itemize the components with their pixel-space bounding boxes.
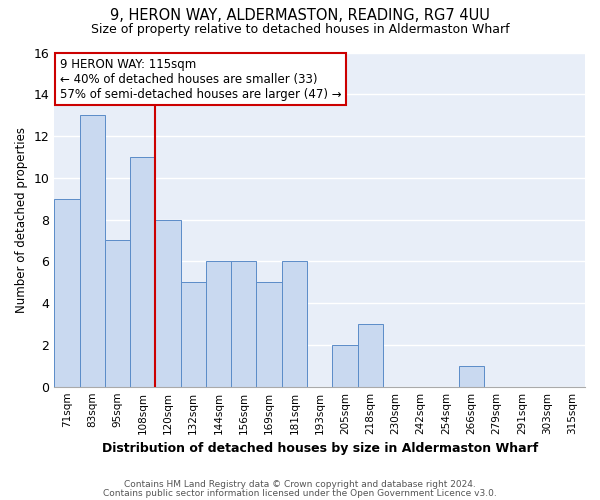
Bar [458, 366, 484, 386]
Bar [80, 115, 105, 386]
Text: 9, HERON WAY, ALDERMASTON, READING, RG7 4UU: 9, HERON WAY, ALDERMASTON, READING, RG7 … [110, 8, 490, 22]
Text: Size of property relative to detached houses in Aldermaston Wharf: Size of property relative to detached ho… [91, 22, 509, 36]
Text: Contains public sector information licensed under the Open Government Licence v3: Contains public sector information licen… [103, 488, 497, 498]
Bar [231, 262, 256, 386]
X-axis label: Distribution of detached houses by size in Aldermaston Wharf: Distribution of detached houses by size … [101, 442, 538, 455]
Bar [130, 157, 155, 386]
Bar [206, 262, 231, 386]
Bar [54, 198, 80, 386]
Bar [256, 282, 282, 387]
Bar [105, 240, 130, 386]
Y-axis label: Number of detached properties: Number of detached properties [15, 126, 28, 312]
Bar [358, 324, 383, 386]
Text: 9 HERON WAY: 115sqm
← 40% of detached houses are smaller (33)
57% of semi-detach: 9 HERON WAY: 115sqm ← 40% of detached ho… [59, 58, 341, 100]
Bar [155, 220, 181, 386]
Bar [181, 282, 206, 387]
Text: Contains HM Land Registry data © Crown copyright and database right 2024.: Contains HM Land Registry data © Crown c… [124, 480, 476, 489]
Bar [282, 262, 307, 386]
Bar [332, 345, 358, 387]
